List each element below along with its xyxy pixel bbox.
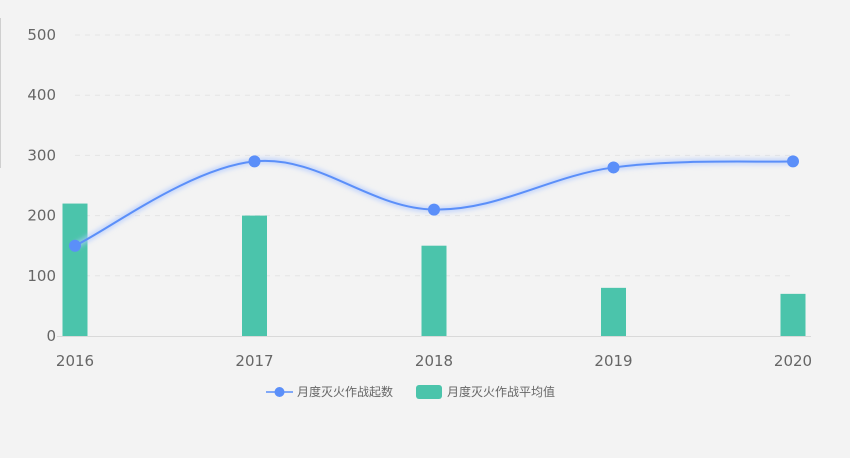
line-series [69,155,799,252]
y-tick-label: 400 [27,86,56,104]
bar [62,203,88,336]
legend-item-bar[interactable]: 月度灭火作战平均值 [416,384,555,399]
legend-item-line[interactable]: 月度灭火作战起数 [266,384,393,399]
y-tick-label: 0 [46,327,56,345]
x-tick-label: 2016 [56,352,94,370]
line-point [248,155,261,168]
legend-line-marker [274,387,285,397]
x-tick-label: 2020 [774,352,812,370]
legend-label-line: 月度灭火作战起数 [297,384,393,399]
y-tick-label: 200 [27,207,56,225]
x-tick-label: 2019 [594,352,632,370]
line-point [69,239,81,252]
gridlines [75,34,793,277]
x-tick-label: 2018 [415,352,453,370]
bar-series [62,203,806,336]
legend: 月度灭火作战起数 月度灭火作战平均值 [266,384,555,399]
bar [242,215,267,336]
y-axis-ticks: 0 100 200 300 400 500 [27,26,56,345]
line-point [428,203,440,216]
series-line [74,159,794,247]
bar [601,287,626,336]
legend-label-bar: 月度灭火作战平均值 [447,384,555,399]
legend-bar-swatch [416,385,442,399]
bar [780,293,806,336]
line-point [787,155,799,168]
x-axis-ticks: 2016 2017 2018 2019 2020 [56,352,812,370]
line-point [607,161,620,174]
bar [421,245,447,336]
y-tick-label: 500 [27,26,56,44]
series-line-glow [73,157,794,249]
x-tick-label: 2017 [235,352,273,370]
y-tick-label: 100 [27,267,56,285]
y-tick-label: 300 [27,146,56,164]
